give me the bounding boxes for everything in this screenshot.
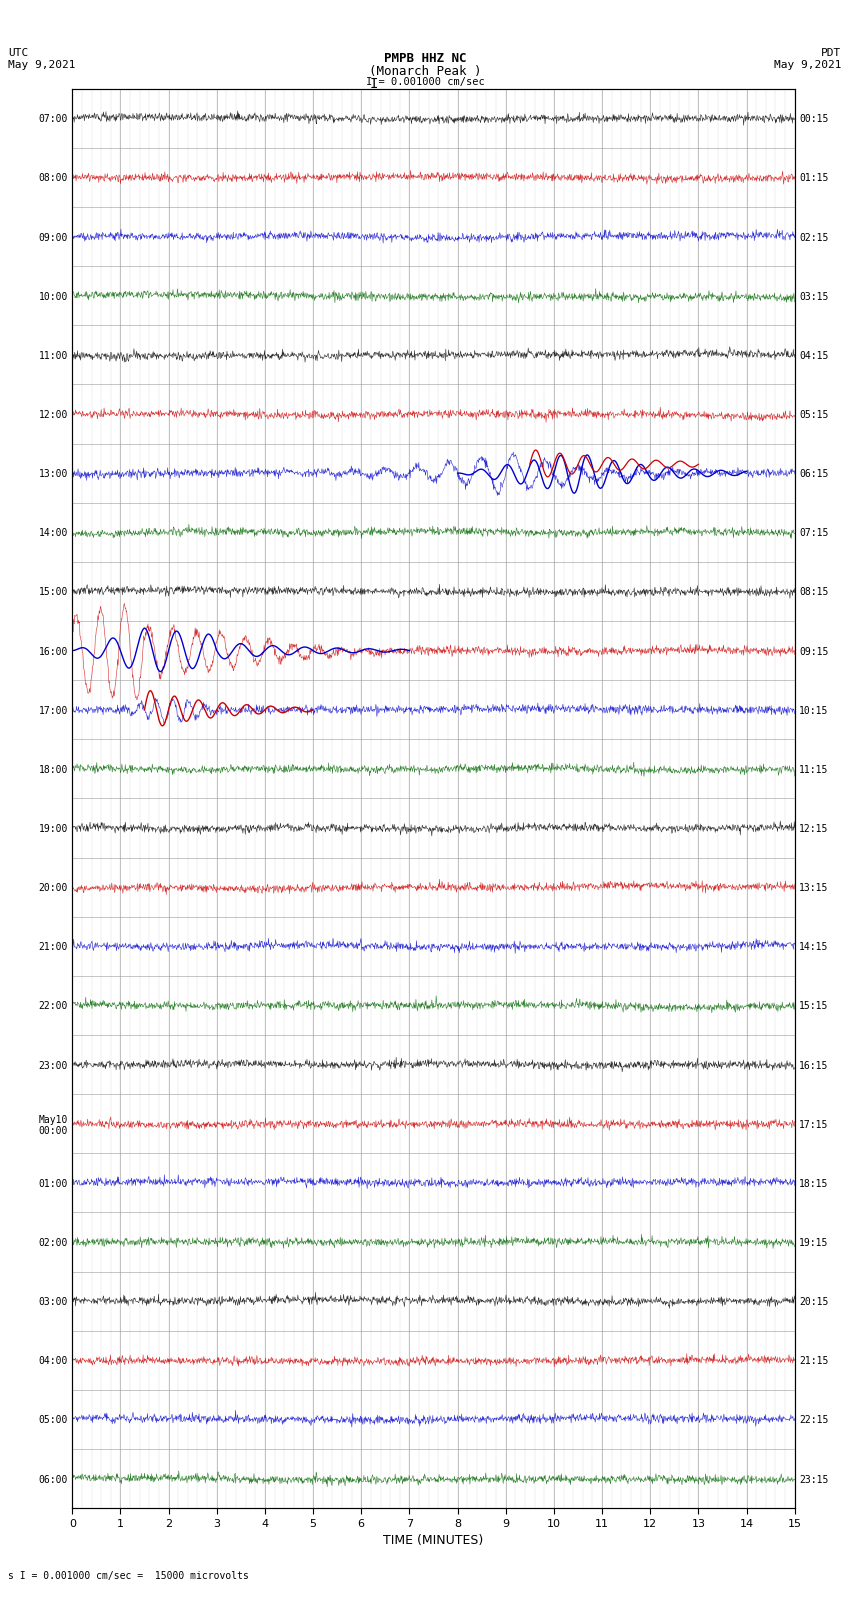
Text: PDT
May 9,2021: PDT May 9,2021 xyxy=(774,48,842,69)
Text: (Monarch Peak ): (Monarch Peak ) xyxy=(369,65,481,77)
Text: I: I xyxy=(370,77,378,92)
Text: I = 0.001000 cm/sec: I = 0.001000 cm/sec xyxy=(366,77,484,87)
Text: UTC
May 9,2021: UTC May 9,2021 xyxy=(8,48,76,69)
Text: PMPB HHZ NC: PMPB HHZ NC xyxy=(383,52,467,65)
X-axis label: TIME (MINUTES): TIME (MINUTES) xyxy=(383,1534,484,1547)
Text: s I = 0.001000 cm/sec =  15000 microvolts: s I = 0.001000 cm/sec = 15000 microvolts xyxy=(8,1571,249,1581)
